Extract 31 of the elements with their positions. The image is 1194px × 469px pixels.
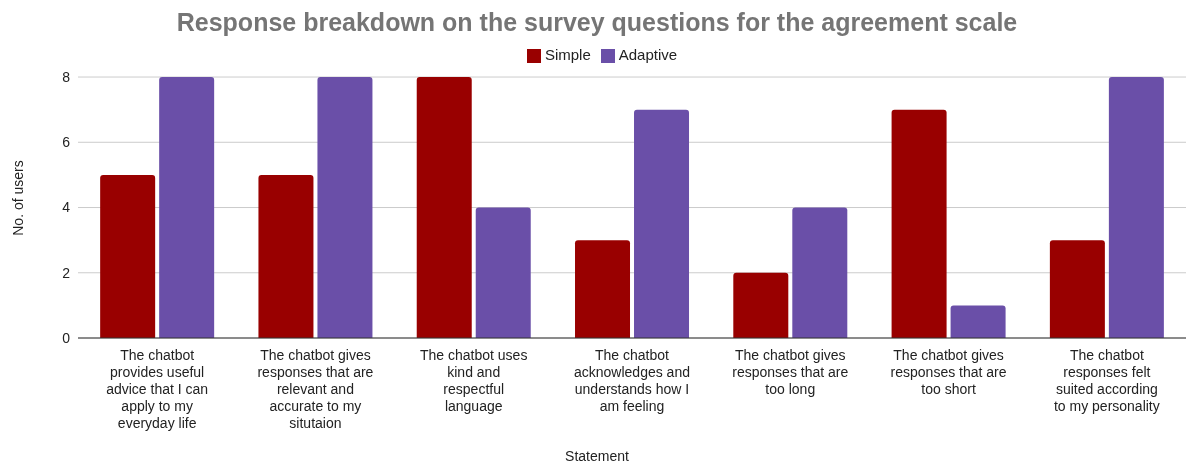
bar: [100, 174, 156, 338]
legend-label: Adaptive: [618, 46, 678, 63]
bar: [950, 305, 1006, 338]
bar: [317, 77, 373, 338]
bar: [792, 207, 848, 338]
x-tick-label: The chatbot gives responses that are too short: [890, 347, 1007, 397]
x-tick-label: The chatbot provides useful advice that I can apply to my everyday life: [106, 347, 209, 431]
bar: [416, 77, 472, 338]
bar: [634, 109, 690, 338]
y-tick-label: 0: [62, 329, 71, 346]
y-tick-label: 6: [62, 134, 71, 151]
bar: [891, 109, 947, 338]
x-tick-label: The chatbot responses felt suited according to my personality: [1053, 347, 1160, 414]
y-tick-label: 2: [62, 264, 71, 281]
bar: [733, 272, 789, 338]
bar: [1049, 240, 1105, 338]
y-tick-label: 4: [62, 199, 71, 216]
x-tick-label: The chatbot gives responses that are too long: [732, 347, 849, 397]
bar: [258, 174, 314, 338]
bar: [1108, 77, 1164, 338]
x-axis-title: Statement: [564, 448, 630, 464]
x-tick-label: The chatbot gives responses that are relevant and accurate to my situtaion: [257, 347, 374, 431]
bar: [475, 207, 531, 338]
bar: [575, 240, 631, 338]
chart-title: Response breakdown on the survey questions for the agreement scale: [175, 8, 1019, 37]
x-tick-label: The chatbot acknowledges and understands how I am feeling: [574, 347, 690, 414]
y-axis-title: No. of users: [10, 160, 27, 236]
bar: [159, 77, 215, 338]
x-tick-label: The chatbot uses kind and respectful language: [420, 347, 528, 414]
legend-label: Simple: [544, 46, 591, 63]
y-tick-label: 8: [62, 69, 71, 85]
